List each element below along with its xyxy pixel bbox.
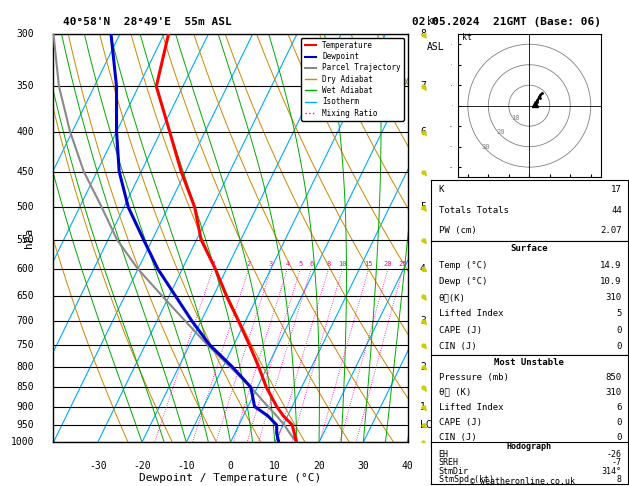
Text: -7: -7 [612, 458, 622, 468]
Text: 44: 44 [611, 206, 622, 215]
Text: CIN (J): CIN (J) [439, 342, 476, 351]
Text: 2.07: 2.07 [600, 226, 622, 235]
Text: Hodograph: Hodograph [507, 442, 552, 451]
Text: -20: -20 [133, 461, 151, 470]
Text: 850: 850 [16, 382, 34, 392]
Text: 6: 6 [616, 403, 622, 412]
Text: 0: 0 [616, 326, 622, 335]
Text: 400: 400 [16, 126, 34, 137]
Text: 8: 8 [617, 475, 622, 484]
Text: 0: 0 [616, 342, 622, 351]
Text: 40: 40 [402, 461, 413, 470]
Text: 2: 2 [247, 261, 251, 267]
Text: 300: 300 [16, 29, 34, 39]
Legend: Temperature, Dewpoint, Parcel Trajectory, Dry Adiabat, Wet Adiabat, Isotherm, Mi: Temperature, Dewpoint, Parcel Trajectory… [301, 38, 404, 121]
Text: 1: 1 [211, 261, 215, 267]
Text: © weatheronline.co.uk: © weatheronline.co.uk [470, 476, 574, 486]
Text: 950: 950 [16, 420, 34, 430]
Text: 310: 310 [606, 293, 622, 302]
Text: K: K [439, 186, 444, 194]
Text: StmDir: StmDir [439, 467, 469, 476]
Text: 6: 6 [309, 261, 313, 267]
Text: LCL: LCL [420, 420, 438, 430]
Text: 0: 0 [616, 417, 622, 427]
Text: 8: 8 [420, 29, 426, 39]
Text: 8: 8 [326, 261, 331, 267]
Text: SREH: SREH [439, 458, 459, 468]
Text: -10: -10 [177, 461, 195, 470]
Text: Most Unstable: Most Unstable [494, 358, 564, 367]
Text: 650: 650 [16, 291, 34, 301]
Text: 6: 6 [420, 126, 426, 137]
Text: PW (cm): PW (cm) [439, 226, 476, 235]
Text: 20: 20 [384, 261, 392, 267]
Text: -26: -26 [607, 450, 622, 459]
Text: 600: 600 [16, 264, 34, 274]
Text: 02.05.2024  21GMT (Base: 06): 02.05.2024 21GMT (Base: 06) [412, 17, 601, 27]
Text: 10: 10 [511, 115, 519, 121]
Text: kt: kt [462, 33, 472, 42]
Text: 700: 700 [16, 316, 34, 326]
Text: θᴇ (K): θᴇ (K) [439, 388, 471, 397]
Text: 10.9: 10.9 [600, 277, 622, 286]
Text: 5: 5 [616, 310, 622, 318]
Text: EH: EH [439, 450, 448, 459]
Text: 30: 30 [357, 461, 369, 470]
Text: 2: 2 [420, 362, 426, 372]
Text: 5: 5 [298, 261, 303, 267]
Text: Dewpoint / Temperature (°C): Dewpoint / Temperature (°C) [140, 473, 321, 483]
Text: 550: 550 [16, 235, 34, 244]
Text: Temp (°C): Temp (°C) [439, 260, 487, 270]
Text: 900: 900 [16, 401, 34, 412]
Text: Pressure (mb): Pressure (mb) [439, 373, 509, 382]
Text: Dewp (°C): Dewp (°C) [439, 277, 487, 286]
Text: Totals Totals: Totals Totals [439, 206, 509, 215]
Text: 310: 310 [606, 388, 622, 397]
Text: 500: 500 [16, 202, 34, 212]
Text: CAPE (J): CAPE (J) [439, 417, 482, 427]
Text: hPa: hPa [24, 228, 34, 248]
Text: 20: 20 [313, 461, 325, 470]
Text: 15: 15 [364, 261, 373, 267]
Text: CAPE (J): CAPE (J) [439, 326, 482, 335]
Text: 1000: 1000 [11, 437, 34, 447]
Text: 10: 10 [338, 261, 347, 267]
Text: 450: 450 [16, 167, 34, 176]
Text: θᴇ(K): θᴇ(K) [439, 293, 465, 302]
Text: 4: 4 [285, 261, 289, 267]
Text: -30: -30 [89, 461, 106, 470]
Text: Lifted Index: Lifted Index [439, 403, 503, 412]
Text: 40°58'N  28°49'E  55m ASL: 40°58'N 28°49'E 55m ASL [63, 17, 231, 27]
Text: Surface: Surface [511, 244, 548, 253]
Text: Lifted Index: Lifted Index [439, 310, 503, 318]
Text: CIN (J): CIN (J) [439, 433, 476, 442]
Text: 350: 350 [16, 81, 34, 91]
Text: 14.9: 14.9 [600, 260, 622, 270]
Text: 0: 0 [616, 433, 622, 442]
Text: 7: 7 [420, 81, 426, 91]
Text: 850: 850 [606, 373, 622, 382]
Text: 20: 20 [496, 129, 505, 136]
Text: km: km [427, 16, 439, 26]
Text: 750: 750 [16, 340, 34, 350]
Text: 4: 4 [420, 264, 426, 274]
Text: Mixing Ratio (g/kg): Mixing Ratio (g/kg) [436, 191, 445, 286]
Text: 5: 5 [420, 202, 426, 212]
Text: 3: 3 [420, 316, 426, 326]
Text: 10: 10 [269, 461, 281, 470]
Text: ASL: ASL [427, 42, 445, 52]
Text: 800: 800 [16, 362, 34, 372]
Text: StmSpd (kt): StmSpd (kt) [439, 475, 494, 484]
Text: 30: 30 [482, 144, 491, 150]
Text: 314°: 314° [602, 467, 622, 476]
Text: 0: 0 [228, 461, 233, 470]
Text: 17: 17 [611, 186, 622, 194]
Text: 25: 25 [399, 261, 407, 267]
Text: 3: 3 [269, 261, 273, 267]
Text: 1: 1 [420, 401, 426, 412]
